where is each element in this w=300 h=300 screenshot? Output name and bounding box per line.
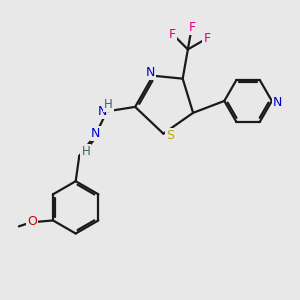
Text: H: H [104,98,113,111]
Text: F: F [189,21,196,34]
Text: F: F [169,28,176,41]
Text: N: N [272,96,282,109]
Text: N: N [98,105,107,118]
Text: S: S [166,129,174,142]
Text: H: H [81,145,90,158]
Text: N: N [91,127,100,140]
Text: O: O [27,215,37,228]
Text: F: F [203,32,211,45]
Text: N: N [146,66,155,79]
